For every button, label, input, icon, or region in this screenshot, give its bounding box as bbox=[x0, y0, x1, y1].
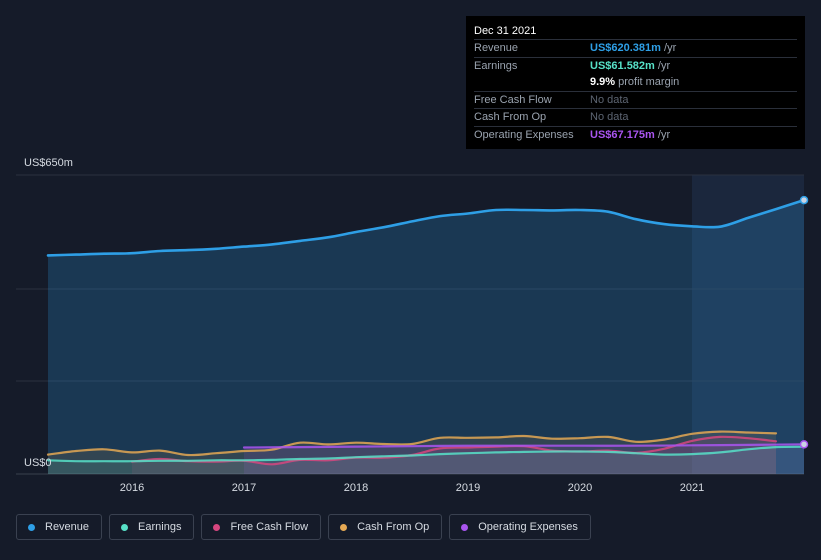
x-tick-label: 2019 bbox=[456, 482, 480, 494]
legend-item-operating-expenses[interactable]: Operating Expenses bbox=[449, 514, 591, 540]
x-tick-label: 2018 bbox=[344, 482, 368, 494]
tooltip-value-suffix: /yr bbox=[654, 59, 671, 72]
tooltip-value-number: 9.9% bbox=[590, 76, 616, 88]
tooltip-row-label: Cash From Op bbox=[474, 111, 547, 123]
tooltip-row: Revenue US$620.381m /yr bbox=[474, 39, 797, 57]
tooltip-value-number: US$620.381m bbox=[590, 42, 661, 54]
legend-dot-icon bbox=[340, 523, 348, 531]
gridlines bbox=[16, 174, 804, 475]
x-tick-label: 2017 bbox=[232, 482, 256, 494]
series-areas bbox=[48, 200, 804, 474]
tooltip-row-label: Revenue bbox=[474, 42, 519, 54]
revenue-end-marker bbox=[799, 195, 809, 205]
x-tick-label: 2016 bbox=[120, 482, 144, 494]
chart: US$650m US$0 2016 2017 2018 2019 2020 2021 bbox=[16, 157, 809, 494]
tooltip-value-number: US$61.582m bbox=[590, 59, 655, 72]
x-tick-label: 2021 bbox=[680, 482, 704, 494]
earnings-line bbox=[46, 445, 806, 463]
free-cash-flow-area bbox=[132, 436, 776, 474]
cash-from-op-line bbox=[46, 430, 778, 457]
tooltip-row-value: 9.9% profit margin bbox=[590, 74, 679, 91]
legend-dot-icon bbox=[28, 523, 35, 531]
legend-item-cash-from-op[interactable]: Cash From Op bbox=[328, 514, 443, 540]
legend-label: Revenue bbox=[45, 521, 90, 533]
tooltip-value-suffix: profit margin bbox=[615, 76, 680, 88]
x-tick-label: 2020 bbox=[568, 482, 592, 494]
operating-expenses-end-marker bbox=[799, 440, 809, 449]
tooltip-row: 9.9% profit margin bbox=[474, 74, 797, 91]
legend-dot-icon bbox=[213, 523, 221, 531]
tooltip-row-label: Operating Expenses bbox=[474, 128, 574, 141]
legend-label: Earnings bbox=[138, 521, 182, 533]
tooltip-row: Free Cash Flow No data bbox=[474, 90, 797, 109]
tooltip-value-suffix: /yr bbox=[654, 128, 671, 141]
tooltip-row-value: US$61.582m /yr bbox=[590, 58, 670, 75]
y-tick-label-zero: US$0 bbox=[24, 457, 52, 469]
tooltip-value-number: No data bbox=[590, 93, 629, 106]
legend-item-earnings[interactable]: Earnings bbox=[109, 514, 195, 540]
legend-label: Cash From Op bbox=[357, 521, 430, 533]
tooltip-row-value: US$67.175m /yr bbox=[590, 127, 670, 144]
legend-item-free-cash-flow[interactable]: Free Cash Flow bbox=[201, 514, 322, 540]
legend-label: Free Cash Flow bbox=[230, 521, 309, 533]
y-tick-label-max: US$650m bbox=[24, 157, 73, 169]
operating-expenses-area bbox=[244, 444, 804, 474]
earnings-area bbox=[48, 446, 804, 474]
tooltip-row-label bbox=[474, 74, 590, 91]
tooltip-row: Operating Expenses US$67.175m /yr bbox=[474, 125, 797, 144]
series-end-markers bbox=[799, 195, 809, 449]
legend-item-revenue[interactable]: Revenue bbox=[16, 514, 103, 540]
legend-dot-icon bbox=[461, 523, 469, 531]
tooltip-value-suffix: /yr bbox=[660, 42, 677, 54]
revenue-area bbox=[48, 200, 804, 474]
revenue-line bbox=[46, 198, 806, 257]
tooltip-row-value: No data bbox=[590, 92, 629, 109]
tooltip-row-value: No data bbox=[590, 109, 629, 126]
x-tick-labels: 2016 2017 2018 2019 2020 2021 bbox=[120, 482, 704, 494]
tooltip-row-label: Free Cash Flow bbox=[474, 93, 552, 106]
tooltip-row: Earnings US$61.582m /yr bbox=[474, 56, 797, 75]
tooltip: Dec 31 2021 Revenue US$620.381m /yr Earnin… bbox=[466, 16, 805, 149]
legend: Revenue Earnings Free Cash Flow Cash From O… bbox=[16, 514, 591, 542]
tooltip-row-label: Earnings bbox=[474, 59, 518, 72]
tooltip-row-value: US$620.381m /yr bbox=[590, 40, 676, 57]
legend-dot-icon bbox=[121, 523, 129, 531]
tooltip-value-number: No data bbox=[590, 111, 629, 123]
past-year-highlight bbox=[692, 175, 804, 474]
cash-from-op-area bbox=[48, 431, 776, 474]
tooltip-value-number: US$67.175m bbox=[590, 128, 655, 141]
tooltip-date: Dec 31 2021 bbox=[474, 25, 537, 37]
operating-expenses-line bbox=[242, 443, 806, 449]
series-lines bbox=[46, 198, 806, 466]
legend-label: Operating Expenses bbox=[478, 521, 578, 533]
tooltip-row: Cash From Op No data bbox=[474, 108, 797, 126]
